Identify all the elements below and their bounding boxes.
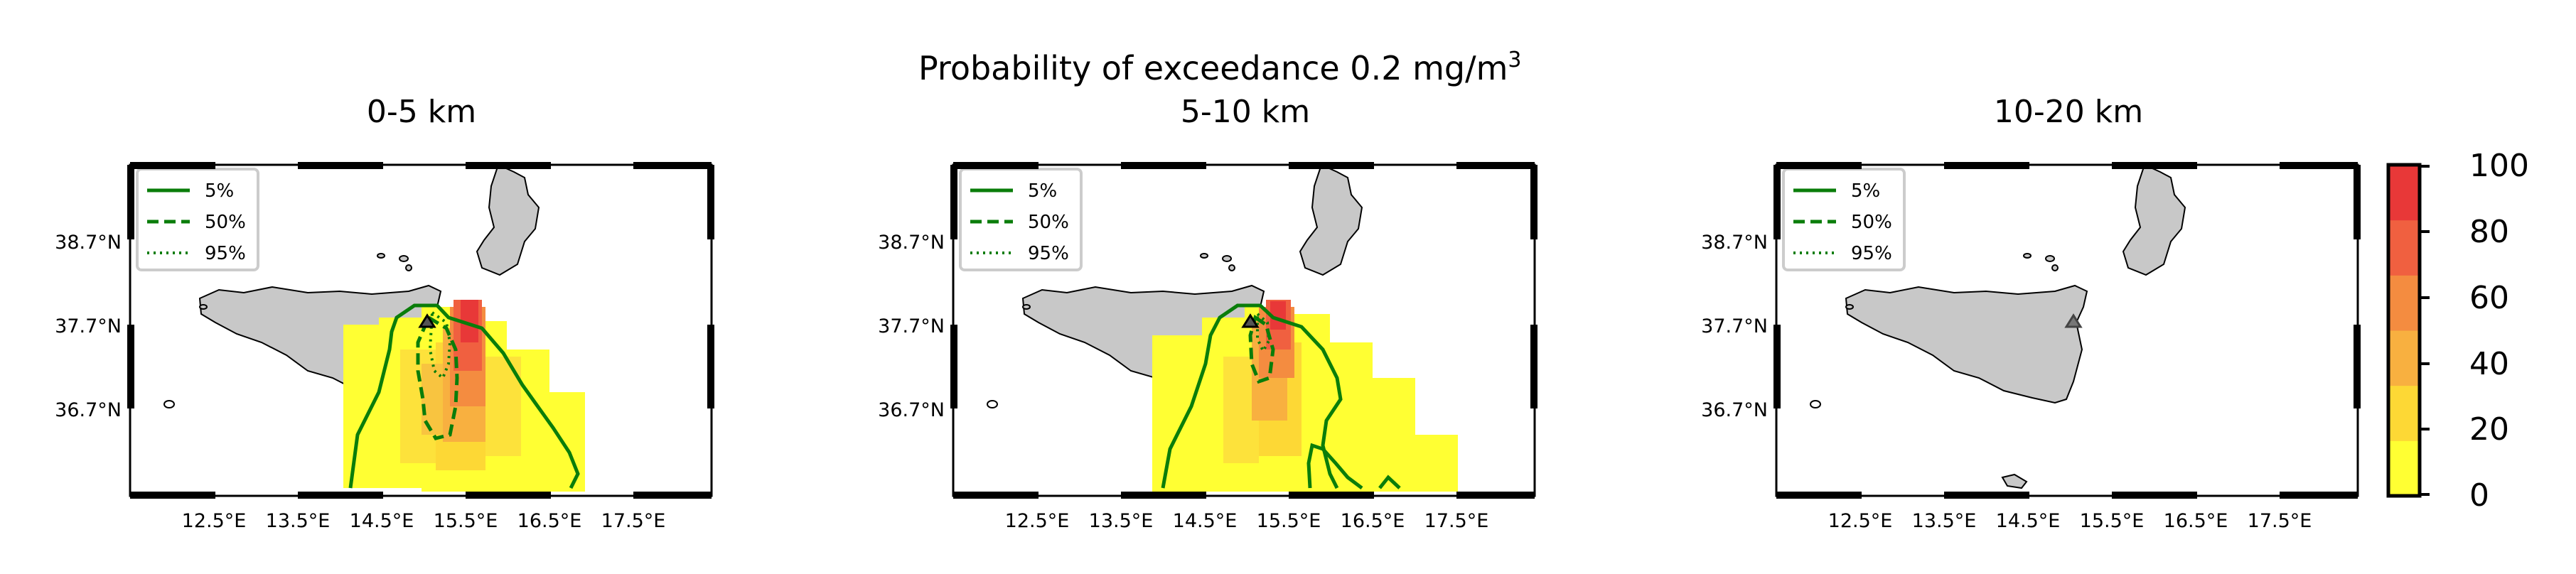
colorbar-cell bbox=[2388, 220, 2420, 276]
x-tick-label: 16.5°E bbox=[517, 510, 582, 532]
x-tick-label: 14.5°E bbox=[350, 510, 414, 532]
colorbar-tick-label: 20 bbox=[2469, 411, 2509, 448]
colorbar-tick-label: 0 bbox=[2469, 477, 2489, 514]
x-tick-label: 12.5°E bbox=[182, 510, 247, 532]
figure-title: Probability of exceedance 0.2 mg/m3 bbox=[918, 48, 1522, 87]
y-tick-label: 37.7°N bbox=[878, 315, 945, 337]
legend-label: 95% bbox=[1851, 243, 1892, 264]
island-aeolian bbox=[406, 265, 412, 271]
y-tick-label: 38.7°N bbox=[878, 232, 945, 254]
x-tick-label: 14.5°E bbox=[1996, 510, 2061, 532]
legend: 5% 50% 95% bbox=[960, 169, 1081, 270]
x-tick-label: 12.5°E bbox=[1005, 510, 1070, 532]
island-egadi bbox=[1846, 305, 1853, 309]
x-tick-label: 13.5°E bbox=[266, 510, 331, 532]
legend: 5% 50% 95% bbox=[1783, 169, 1904, 270]
legend-label: 50% bbox=[1028, 212, 1069, 233]
legend-label: 95% bbox=[205, 243, 246, 264]
colorbar-tick-label: 40 bbox=[2469, 346, 2509, 382]
x-tick-label: 17.5°E bbox=[601, 510, 666, 532]
x-tick-label: 13.5°E bbox=[1089, 510, 1154, 532]
legend-label: 5% bbox=[1028, 180, 1057, 202]
y-tick-label: 36.7°N bbox=[1701, 399, 1768, 421]
colorbar-cell bbox=[2388, 165, 2420, 220]
island-aeolian bbox=[377, 254, 385, 258]
colorbar-cell bbox=[2388, 440, 2420, 496]
colorbar-cell bbox=[2388, 330, 2420, 386]
y-tick-label: 38.7°N bbox=[1701, 232, 1768, 254]
x-tick-label: 17.5°E bbox=[1424, 510, 1489, 532]
legend-label: 50% bbox=[1851, 212, 1892, 233]
y-tick-label: 36.7°N bbox=[878, 399, 945, 421]
panel-title: 10-20 km bbox=[1994, 94, 2143, 130]
colorbar: 100 80 60 40 20 0 bbox=[2388, 148, 2529, 514]
y-tick-label: 37.7°N bbox=[1701, 315, 1768, 337]
x-tick-label: 14.5°E bbox=[1173, 510, 1238, 532]
x-tick-label: 13.5°E bbox=[1912, 510, 1977, 532]
y-tick-label: 38.7°N bbox=[55, 232, 122, 254]
legend-label: 5% bbox=[205, 180, 234, 202]
figure-title-superscript: 3 bbox=[1508, 48, 1521, 72]
island-aeolian bbox=[2046, 256, 2054, 261]
island-egadi bbox=[1023, 305, 1030, 309]
y-tick-label: 37.7°N bbox=[55, 315, 122, 337]
x-tick-label: 17.5°E bbox=[2248, 510, 2312, 532]
colorbar-tick-label: 60 bbox=[2469, 280, 2509, 316]
island-aeolian bbox=[2024, 254, 2031, 258]
island-aeolian bbox=[1223, 256, 1231, 261]
island-aeolian bbox=[2052, 265, 2058, 271]
x-tick-label: 16.5°E bbox=[2164, 510, 2228, 532]
x-tick-label: 15.5°E bbox=[434, 510, 498, 532]
panel-10-20km: 10-20 km 5% 50% 95% bbox=[1701, 94, 2361, 532]
colorbar-cell bbox=[2388, 386, 2420, 441]
x-tick-label: 15.5°E bbox=[2080, 510, 2145, 532]
legend-label: 95% bbox=[1028, 243, 1069, 264]
panel-5-10km: 5-10 km bbox=[878, 94, 1537, 532]
legend: 5% 50% 95% bbox=[137, 169, 258, 270]
island-aeolian bbox=[1201, 254, 1208, 258]
y-tick-label: 36.7°N bbox=[55, 399, 122, 421]
x-tick-label: 16.5°E bbox=[1341, 510, 1405, 532]
legend-label: 50% bbox=[205, 212, 246, 233]
colorbar-gradient bbox=[2388, 165, 2420, 497]
panel-0-5km: 0-5 km bbox=[55, 94, 714, 532]
island-aeolian bbox=[399, 256, 408, 261]
colorbar-tick-label: 80 bbox=[2469, 214, 2509, 250]
panel-title: 5-10 km bbox=[1181, 94, 1310, 130]
colorbar-tick-label: 100 bbox=[2469, 148, 2529, 184]
x-tick-label: 12.5°E bbox=[1828, 510, 1893, 532]
panel-title: 0-5 km bbox=[367, 94, 476, 130]
island-aeolian bbox=[1229, 265, 1235, 271]
x-tick-label: 15.5°E bbox=[1257, 510, 1321, 532]
colorbar-cell bbox=[2388, 275, 2420, 330]
legend-label: 5% bbox=[1851, 180, 1880, 202]
island-egadi bbox=[200, 305, 207, 309]
